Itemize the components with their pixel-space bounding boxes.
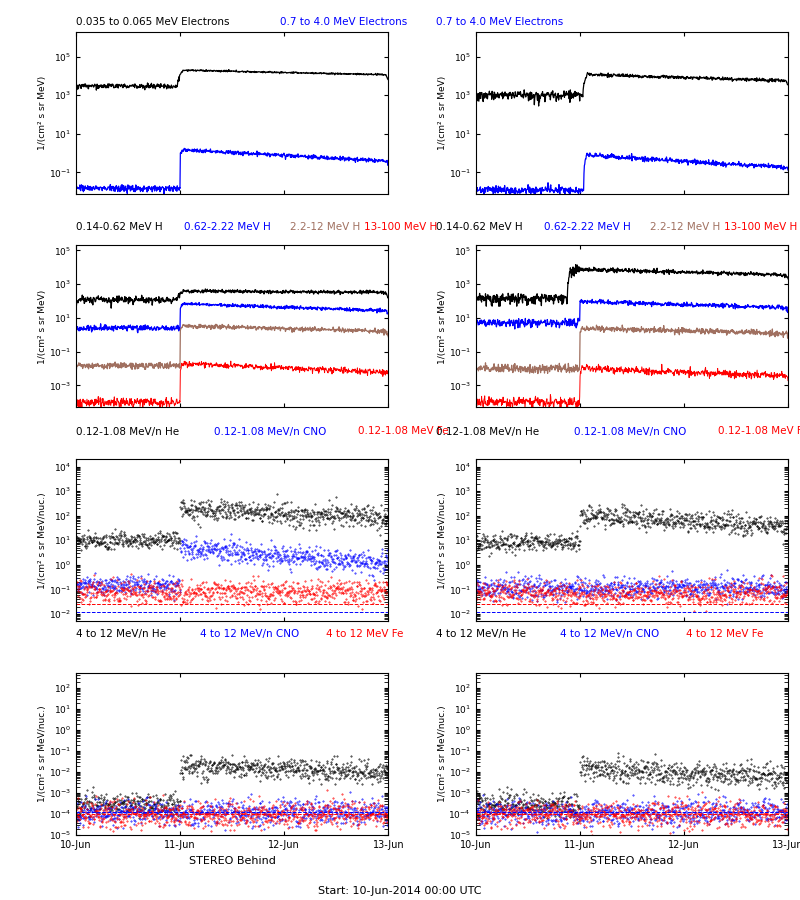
Y-axis label: 1/(cm² s sr MeV): 1/(cm² s sr MeV) — [38, 76, 47, 149]
Text: 0.7 to 4.0 MeV Electrons: 0.7 to 4.0 MeV Electrons — [280, 17, 407, 27]
Text: 0.12-1.08 MeV/n He: 0.12-1.08 MeV/n He — [76, 427, 179, 436]
Text: 4 to 12 MeV/n CNO: 4 to 12 MeV/n CNO — [200, 629, 299, 639]
Text: 13-100 MeV H: 13-100 MeV H — [724, 222, 798, 232]
Text: 4 to 12 MeV/n He: 4 to 12 MeV/n He — [436, 629, 526, 639]
Y-axis label: 1/(cm² s sr MeV): 1/(cm² s sr MeV) — [438, 289, 447, 364]
Text: 4 to 12 MeV Fe: 4 to 12 MeV Fe — [686, 629, 763, 639]
Text: 0.12-1.08 MeV/n He: 0.12-1.08 MeV/n He — [436, 427, 539, 436]
Text: 13-100 MeV H: 13-100 MeV H — [364, 222, 438, 232]
Text: 0.12-1.08 MeV/n CNO: 0.12-1.08 MeV/n CNO — [574, 427, 686, 436]
Y-axis label: 1/(cm² s sr MeV): 1/(cm² s sr MeV) — [438, 76, 447, 149]
Text: 0.14-0.62 MeV H: 0.14-0.62 MeV H — [436, 222, 522, 232]
Text: Start: 10-Jun-2014 00:00 UTC: Start: 10-Jun-2014 00:00 UTC — [318, 886, 482, 896]
Text: 2.2-12 MeV H: 2.2-12 MeV H — [650, 222, 721, 232]
Text: 0.7 to 4.0 MeV Electrons: 0.7 to 4.0 MeV Electrons — [436, 17, 563, 27]
Text: 4 to 12 MeV/n CNO: 4 to 12 MeV/n CNO — [560, 629, 659, 639]
Y-axis label: 1/(cm² s sr MeV/nuc.): 1/(cm² s sr MeV/nuc.) — [38, 706, 47, 803]
Text: 0.14-0.62 MeV H: 0.14-0.62 MeV H — [76, 222, 162, 232]
Y-axis label: 1/(cm² s sr MeV/nuc.): 1/(cm² s sr MeV/nuc.) — [438, 492, 447, 589]
X-axis label: STEREO Ahead: STEREO Ahead — [590, 856, 674, 866]
Text: 0.62-2.22 MeV H: 0.62-2.22 MeV H — [544, 222, 630, 232]
Text: 0.62-2.22 MeV H: 0.62-2.22 MeV H — [184, 222, 270, 232]
Y-axis label: 1/(cm² s sr MeV/nuc.): 1/(cm² s sr MeV/nuc.) — [38, 492, 47, 589]
Text: 0.12-1.08 MeV Fe: 0.12-1.08 MeV Fe — [358, 427, 448, 436]
Text: 2.2-12 MeV H: 2.2-12 MeV H — [290, 222, 361, 232]
Text: 4 to 12 MeV Fe: 4 to 12 MeV Fe — [326, 629, 403, 639]
Text: 0.12-1.08 MeV/n CNO: 0.12-1.08 MeV/n CNO — [214, 427, 326, 436]
X-axis label: STEREO Behind: STEREO Behind — [189, 856, 275, 866]
Y-axis label: 1/(cm² s sr MeV/nuc.): 1/(cm² s sr MeV/nuc.) — [438, 706, 447, 803]
Y-axis label: 1/(cm² s sr MeV): 1/(cm² s sr MeV) — [38, 289, 47, 364]
Text: 0.035 to 0.065 MeV Electrons: 0.035 to 0.065 MeV Electrons — [76, 17, 230, 27]
Text: 0.12-1.08 MeV Fe: 0.12-1.08 MeV Fe — [718, 427, 800, 436]
Text: 4 to 12 MeV/n He: 4 to 12 MeV/n He — [76, 629, 166, 639]
